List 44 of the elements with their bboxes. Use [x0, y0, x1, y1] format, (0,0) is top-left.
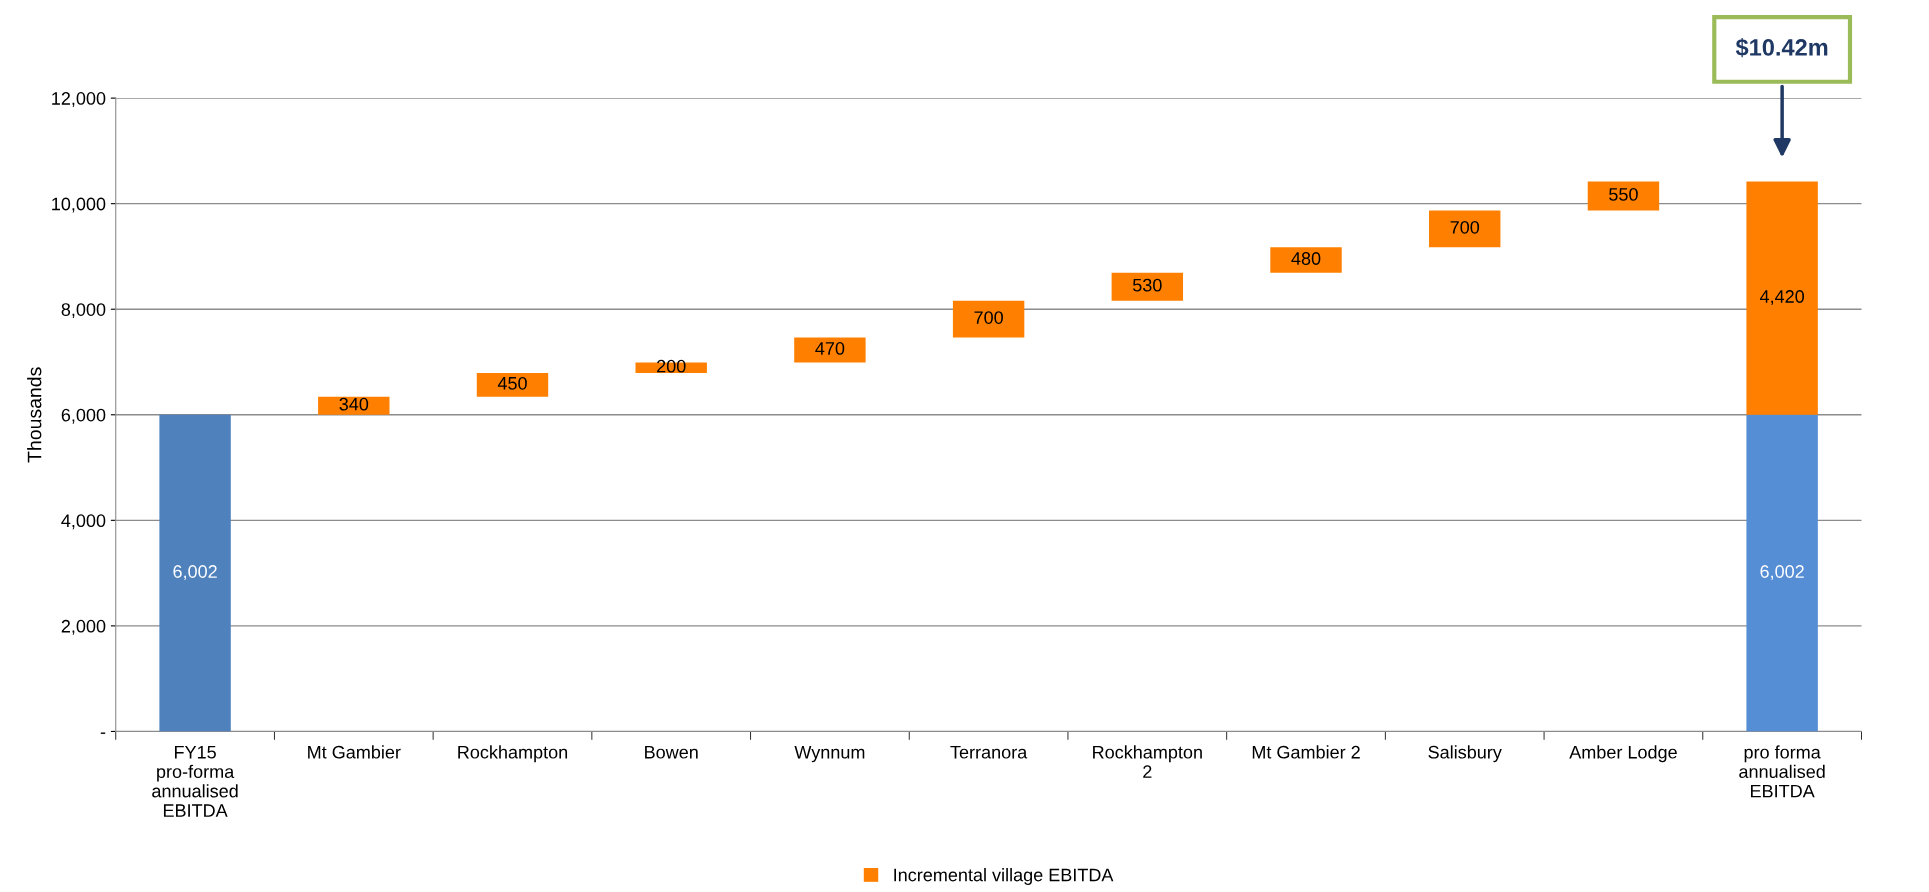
x-tick-label: Rockhampton [458, 745, 568, 763]
data-label: 6,002 [1760, 565, 1804, 581]
legend-label: Incremental village EBITDA [894, 868, 1114, 885]
x-tick-label: Salisbury [1428, 745, 1502, 763]
y-tick-label: 8,000 [61, 303, 106, 319]
data-label: 700 [1450, 220, 1480, 234]
data-label: 200 [657, 359, 686, 373]
bar [1111, 272, 1184, 301]
y-tick-label: 4,000 [61, 514, 106, 530]
y-tick-label: 2,000 [61, 619, 106, 635]
data-label: 530 [1132, 278, 1162, 292]
bar [1429, 210, 1501, 248]
bar [1587, 181, 1660, 211]
data-label: 470 [815, 342, 845, 355]
x-tick-label: FY15 pro-forma annualised EBITDA [152, 745, 238, 817]
bar [794, 337, 866, 363]
bar [952, 300, 1025, 338]
y-tick-label: 6,000 [61, 408, 106, 424]
bar [159, 414, 231, 732]
bar [318, 396, 390, 415]
text: $10.42m [1735, 38, 1828, 58]
y-tick-label: - [100, 732, 106, 734]
data-label: 6,002 [173, 565, 217, 581]
x-tick-label: Terranora [950, 745, 1028, 759]
y-tick-label: 12,000 [52, 92, 106, 107]
data-label: 700 [974, 311, 1003, 324]
bar [1270, 247, 1342, 273]
bar [1746, 414, 1818, 732]
bar [1746, 181, 1818, 415]
y-tick-label: 10,000 [52, 197, 106, 213]
x-tick-label: pro forma annualised EBITDA [1739, 745, 1825, 798]
data-label: 340 [339, 397, 369, 411]
y-axis-title: Thousands [27, 367, 42, 463]
x-tick-label: Mt Gambier [308, 745, 401, 759]
data-label: 450 [497, 376, 527, 390]
data-label: 550 [1609, 187, 1638, 201]
bar [476, 372, 549, 397]
data-label: 4,420 [1759, 290, 1805, 306]
data-label: 480 [1291, 252, 1321, 265]
x-tick-label: Bowen [645, 745, 698, 759]
x-tick-label: Amber Lodge [1569, 745, 1677, 763]
x-tick-label: Wynnum [794, 745, 865, 763]
x-tick-label: Rockhampton 2 [1093, 745, 1202, 778]
x-tick-label: Mt Gambier 2 [1252, 745, 1360, 759]
